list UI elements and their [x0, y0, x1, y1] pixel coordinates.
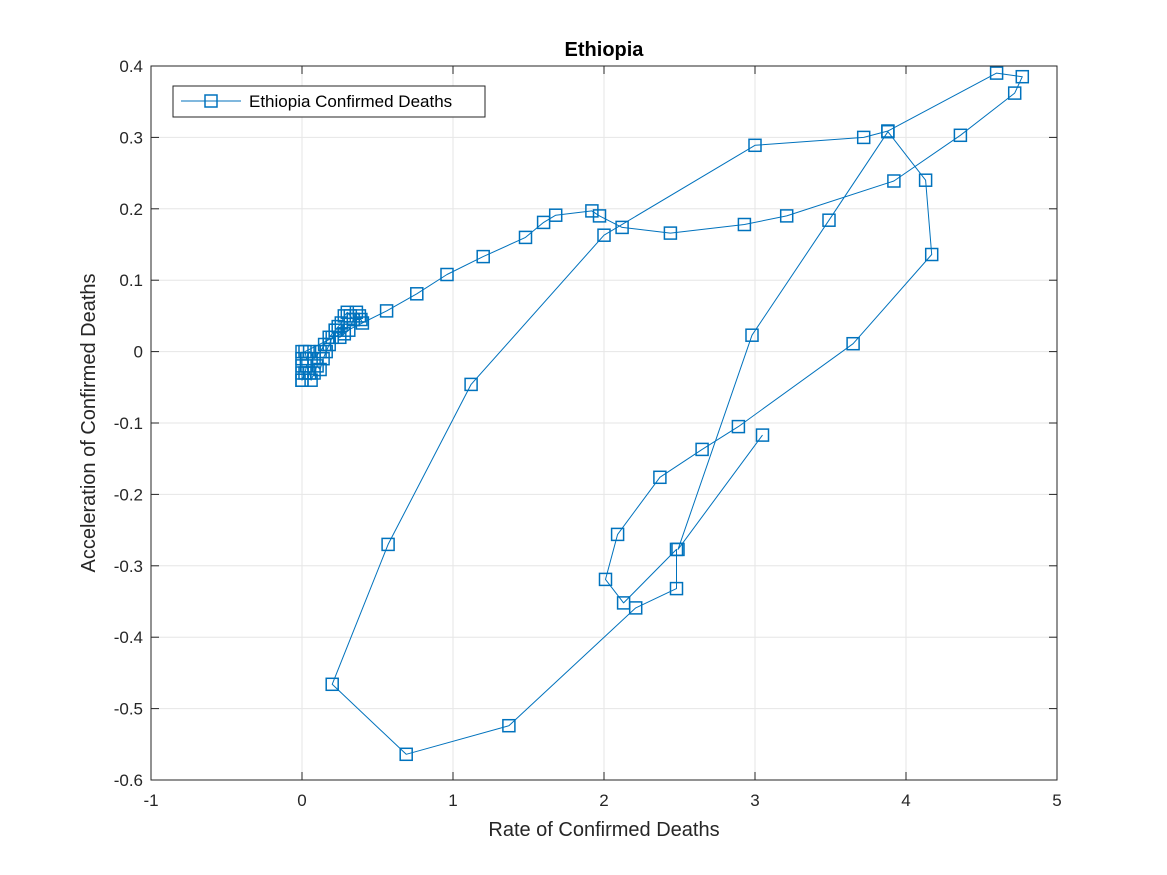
data-point-marker — [953, 128, 968, 143]
data-point-marker — [822, 213, 836, 227]
data-point-marker — [989, 66, 1004, 80]
data-point-marker — [502, 718, 516, 733]
y-tick-label: -0.1 — [114, 414, 143, 433]
data-point-marker — [1015, 69, 1030, 84]
data-point-marker — [399, 747, 413, 762]
data-point-marker — [381, 537, 395, 552]
data-point-marker — [755, 428, 770, 442]
y-tick-label: -0.4 — [114, 628, 143, 647]
y-tick-label: 0.1 — [119, 271, 143, 290]
y-tick-label: 0.2 — [119, 200, 143, 219]
data-point-marker — [410, 287, 424, 301]
x-tick-label: 5 — [1052, 791, 1061, 810]
y-tick-label: -0.3 — [114, 557, 143, 576]
data-point-marker — [342, 323, 356, 337]
data-point-marker — [671, 542, 685, 557]
data-point-marker — [354, 312, 368, 327]
data-point-marker — [918, 173, 933, 187]
x-tick-label: -1 — [143, 791, 158, 810]
data-point-marker — [518, 230, 533, 245]
data-point-marker — [616, 596, 631, 610]
data-point-marker — [548, 208, 563, 222]
x-tick-label: 1 — [448, 791, 457, 810]
y-tick-label: -0.2 — [114, 485, 143, 504]
data-point-marker — [295, 373, 309, 387]
data-point-marker — [299, 359, 314, 373]
data-point-marker — [379, 304, 394, 318]
y-tick-label: 0 — [134, 343, 143, 362]
data-point-marker — [536, 215, 551, 230]
legend-marker-sample — [204, 94, 218, 108]
y-tick-label: -0.5 — [114, 700, 143, 719]
data-point-marker — [337, 327, 352, 341]
y-tick-label: 0.4 — [119, 57, 143, 76]
series-layer — [295, 66, 1030, 762]
data-point-marker — [779, 209, 794, 223]
data-point-marker — [592, 209, 607, 223]
data-point-marker — [299, 351, 314, 366]
data-point-marker — [322, 330, 336, 345]
data-point-marker — [325, 677, 339, 692]
data-point-marker — [610, 527, 625, 542]
data-point-marker — [585, 204, 599, 218]
data-point-marker — [333, 330, 347, 345]
data-point-marker — [346, 312, 361, 327]
data-point-marker — [316, 351, 330, 366]
data-point-marker — [695, 442, 709, 457]
data-point-marker — [597, 228, 611, 242]
data-point-marker — [307, 351, 321, 366]
data-point-marker — [663, 226, 678, 240]
data-point-marker — [598, 572, 613, 587]
legend-entry-label: Ethiopia Confirmed Deaths — [249, 92, 452, 111]
data-point-marker — [731, 419, 746, 434]
data-point-marker — [464, 377, 478, 392]
y-tick-label: -0.6 — [114, 771, 143, 790]
data-point-marker — [887, 174, 901, 188]
series-line — [301, 72, 1023, 755]
data-point-marker — [440, 267, 454, 282]
legend: Ethiopia Confirmed Deaths — [172, 85, 486, 118]
data-point-marker — [1007, 86, 1022, 100]
x-tick-label: 4 — [901, 791, 910, 810]
data-point-marker — [298, 344, 312, 359]
data-point-marker — [317, 337, 332, 352]
data-point-marker — [669, 581, 684, 596]
data-point-marker — [881, 124, 895, 139]
data-point-marker — [653, 470, 667, 485]
ticks: -1 0 1 2 3 4 5 -0.6 -0.5 -0.4 -0.3 -0.2 -0.1 0 0.1 0.2 0… — [114, 57, 1062, 810]
chart-title: Ethiopia — [565, 39, 645, 61]
data-point-marker — [745, 328, 759, 342]
data-point-marker — [737, 217, 752, 232]
data-point-marker — [355, 316, 370, 330]
y-tick-label: 0.3 — [119, 128, 143, 147]
x-tick-label: 2 — [599, 791, 608, 810]
data-point-marker — [615, 220, 629, 235]
data-point-marker — [476, 249, 490, 264]
y-axis-label: Acceleration of Confirmed Deaths — [78, 273, 100, 572]
data-point-marker — [924, 247, 939, 262]
data-point-marker — [304, 373, 318, 387]
x-axis-label: Rate of Confirmed Deaths — [488, 819, 719, 841]
x-tick-label: 3 — [750, 791, 759, 810]
data-point-marker — [856, 130, 871, 145]
data-point-marker — [846, 336, 860, 351]
data-point-marker — [748, 138, 762, 153]
x-tick-label: 0 — [297, 791, 306, 810]
